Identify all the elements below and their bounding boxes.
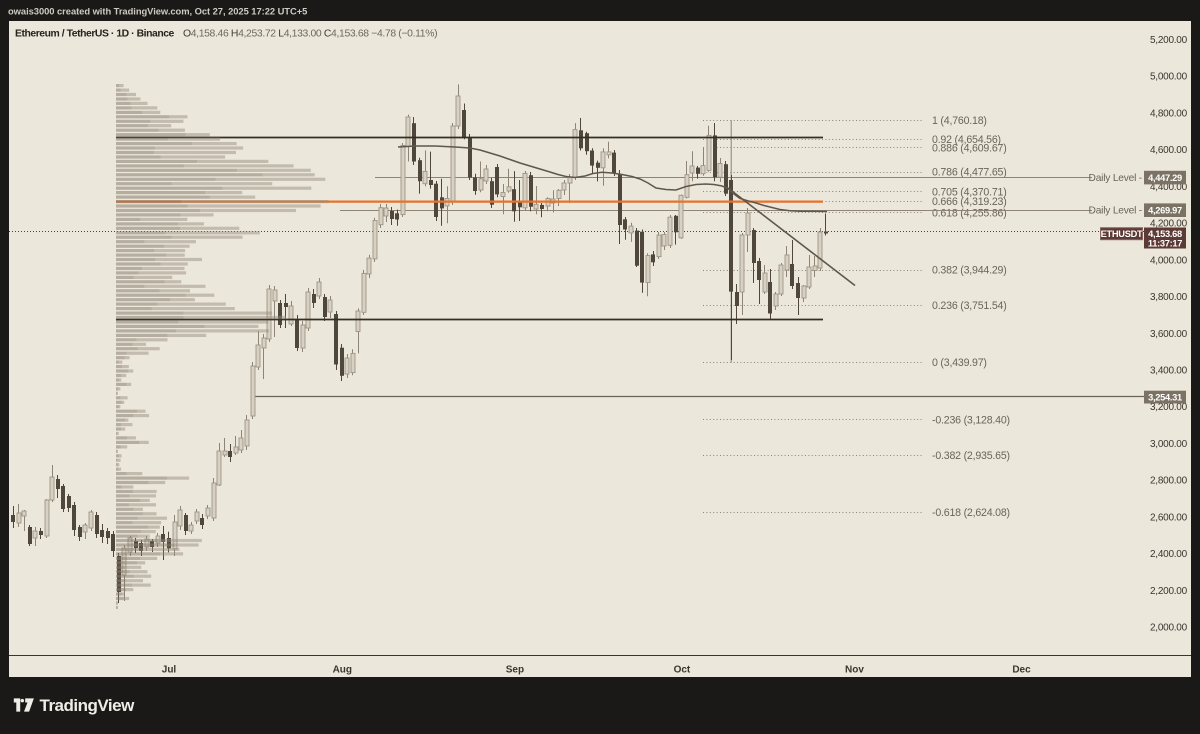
svg-text:Oct: Oct <box>674 664 691 675</box>
svg-text:0.92 (4,654.56): 0.92 (4,654.56) <box>932 134 1001 146</box>
svg-text:0.236 (3,751.54): 0.236 (3,751.54) <box>932 300 1007 312</box>
svg-text:-0.618 (2,624.08): -0.618 (2,624.08) <box>932 507 1010 519</box>
svg-text:4,400.00: 4,400.00 <box>1150 182 1188 193</box>
svg-text:11:37:17: 11:37:17 <box>1148 239 1182 249</box>
svg-text:0.786 (4,477.65): 0.786 (4,477.65) <box>932 167 1007 179</box>
svg-text:1 (4,760.18): 1 (4,760.18) <box>932 115 987 127</box>
svg-text:0.618 (4,255.86): 0.618 (4,255.86) <box>932 207 1007 219</box>
svg-text:0.886 (4,609.67): 0.886 (4,609.67) <box>932 142 1007 154</box>
svg-text:owais3000 created with Trading: owais3000 created with TradingView.com, … <box>8 6 307 17</box>
svg-text:3,400.00: 3,400.00 <box>1150 366 1188 377</box>
svg-text:4,153.68: 4,153.68 <box>1148 229 1182 239</box>
svg-text:2,000.00: 2,000.00 <box>1150 623 1188 634</box>
svg-text:4,000.00: 4,000.00 <box>1150 255 1188 266</box>
svg-text:4,447.29: 4,447.29 <box>1148 173 1182 183</box>
svg-text:2,200.00: 2,200.00 <box>1150 586 1188 597</box>
svg-text:2,800.00: 2,800.00 <box>1150 476 1188 487</box>
svg-text:Dec: Dec <box>1012 664 1031 675</box>
svg-text:4,600.00: 4,600.00 <box>1150 145 1188 156</box>
svg-text:4,200.00: 4,200.00 <box>1150 219 1188 230</box>
svg-text:3,254.31: 3,254.31 <box>1148 393 1182 403</box>
svg-text:5,200.00: 5,200.00 <box>1150 35 1188 46</box>
svg-text:Daily Level -: Daily Level - <box>1089 173 1142 184</box>
svg-text:-0.382 (2,935.65): -0.382 (2,935.65) <box>932 450 1010 462</box>
svg-text:Aug: Aug <box>333 664 352 675</box>
svg-text:Jul: Jul <box>162 664 177 675</box>
svg-text:3,200.00: 3,200.00 <box>1150 402 1188 413</box>
svg-text:Sep: Sep <box>506 664 524 675</box>
svg-text:Daily Level -: Daily Level - <box>1089 206 1142 217</box>
svg-text:0.705 (4,370.71): 0.705 (4,370.71) <box>932 186 1007 198</box>
svg-text:5,000.00: 5,000.00 <box>1150 72 1188 83</box>
svg-text:ETHUSDT: ETHUSDT <box>1101 229 1143 239</box>
svg-text:3,000.00: 3,000.00 <box>1150 439 1188 450</box>
svg-text:0.382 (3,944.29): 0.382 (3,944.29) <box>932 265 1007 277</box>
svg-text:2,400.00: 2,400.00 <box>1150 549 1188 560</box>
svg-text:O4,158.46 H4,253.72 L4,133.0: O4,158.46 H4,253.72 L4,133.00 C4,153.68 … <box>183 29 437 40</box>
svg-text:-0.236 (3,128.40): -0.236 (3,128.40) <box>932 415 1010 427</box>
svg-text:3,800.00: 3,800.00 <box>1150 292 1188 303</box>
svg-text:0 (3,439.97): 0 (3,439.97) <box>932 357 987 369</box>
svg-text:3,600.00: 3,600.00 <box>1150 329 1188 340</box>
svg-text:4,800.00: 4,800.00 <box>1150 108 1188 119</box>
svg-text:Nov: Nov <box>845 664 864 675</box>
svg-text:4,269.97: 4,269.97 <box>1148 206 1182 216</box>
svg-text:TradingView: TradingView <box>40 696 136 715</box>
svg-text:Ethereum / TetherUS · 1D · Bin: Ethereum / TetherUS · 1D · Binance <box>15 29 175 40</box>
svg-text:0.666 (4,319.23): 0.666 (4,319.23) <box>932 196 1007 208</box>
svg-text:2,600.00: 2,600.00 <box>1150 512 1188 523</box>
